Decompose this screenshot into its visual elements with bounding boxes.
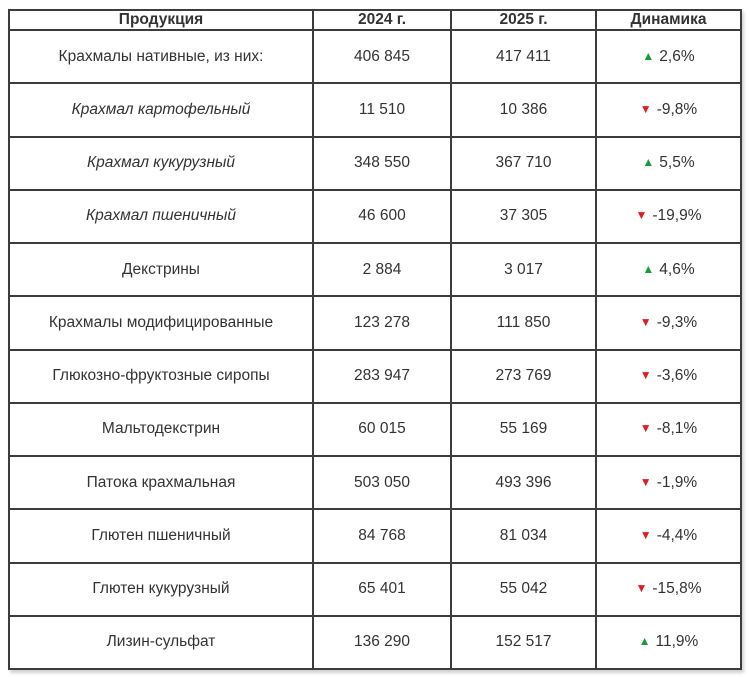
table-row: Крахмалы нативные, из них: 406 845 417 411… [8, 28, 742, 85]
trend-down-icon: ▼ [639, 527, 652, 542]
value-2024-cell: 11 510 [312, 82, 452, 138]
column-header-dynamics: Динамика [595, 9, 742, 31]
product-cell: Глюкозно-фруктозные сиропы [8, 348, 314, 404]
table-row: Крахмал кукурузный 348 550 367 710 ▲ 5,5% [8, 135, 742, 191]
products-table: Продукция 2024 г. 2025 г. Динамика Крахм… [8, 9, 742, 671]
dynamics-value: 5,5% [659, 154, 695, 172]
table-row: Крахмалы модифицированные 123 278 111 850 ▼… [8, 295, 742, 351]
value-2025-cell: 367 710 [450, 135, 597, 191]
table-row: Глютен пшеничный 84 768 81 034 ▼ -4,4% [8, 508, 742, 564]
dynamics-value: 11,9% [655, 633, 699, 651]
dynamics-value: -4,4% [656, 526, 698, 544]
trend-up-icon: ▲ [642, 261, 655, 276]
product-cell: Лизин-сульфат [8, 614, 314, 671]
value-2025-cell: 55 169 [450, 401, 597, 458]
value-2025-cell: 3 017 [450, 241, 597, 298]
product-cell: Мальтодекстрин [8, 401, 314, 458]
value-2025-cell: 55 042 [450, 561, 597, 617]
table-row: Лизин-сульфат 136 290 152 517 ▲ 11,9% [8, 614, 742, 671]
dynamics-value: -15,8% [652, 580, 702, 598]
value-2024-cell: 348 550 [312, 135, 452, 191]
value-2024-cell: 503 050 [312, 454, 452, 511]
dynamics-value: -9,3% [656, 313, 698, 331]
value-2025-cell: 273 769 [450, 348, 597, 404]
table-row: Мальтодекстрин 60 015 55 169 ▼ -8,1% [8, 401, 742, 458]
trend-up-icon: ▲ [642, 155, 655, 170]
value-2025-cell: 81 034 [450, 508, 597, 564]
dynamics-cell: ▼ -9,8% [595, 82, 742, 138]
trend-down-icon: ▼ [635, 581, 648, 596]
header-row: Продукция 2024 г. 2025 г. Динамика [8, 9, 742, 31]
value-2025-cell: 37 305 [450, 188, 597, 245]
value-2024-cell: 2 884 [312, 241, 452, 298]
trend-up-icon: ▲ [638, 634, 651, 649]
table-row: Глютен кукурузный 65 401 55 042 ▼ -15,8% [8, 561, 742, 617]
product-cell: Декстрины [8, 241, 314, 298]
column-header-2024: 2024 г. [312, 9, 452, 31]
dynamics-cell: ▼ -9,3% [595, 295, 742, 351]
product-cell: Глютен пшеничный [8, 508, 314, 564]
dynamics-cell: ▼ -4,4% [595, 508, 742, 564]
value-2025-cell: 152 517 [450, 614, 597, 671]
value-2025-cell: 417 411 [450, 28, 597, 85]
value-2024-cell: 406 845 [312, 28, 452, 85]
value-2025-cell: 111 850 [450, 295, 597, 351]
product-cell: Глютен кукурузный [8, 561, 314, 617]
dynamics-cell: ▼ -8,1% [595, 401, 742, 458]
table-row: Крахмал картофельный 11 510 10 386 ▼ -9,8% [8, 82, 742, 138]
dynamics-value: -19,9% [652, 207, 702, 225]
column-header-2025: 2025 г. [450, 9, 597, 31]
product-cell: Патока крахмальная [8, 454, 314, 511]
dynamics-value: -8,1% [656, 420, 698, 438]
table-row: Патока крахмальная 503 050 493 396 ▼ -1,9% [8, 454, 742, 511]
trend-down-icon: ▼ [639, 314, 652, 329]
value-2025-cell: 10 386 [450, 82, 597, 138]
value-2024-cell: 46 600 [312, 188, 452, 245]
dynamics-cell: ▲ 2,6% [595, 28, 742, 85]
trend-down-icon: ▼ [639, 101, 652, 116]
dynamics-cell: ▲ 11,9% [595, 614, 742, 671]
trend-down-icon: ▼ [635, 208, 648, 223]
table-row: Глюкозно-фруктозные сиропы 283 947 273 769… [8, 348, 742, 404]
value-2024-cell: 123 278 [312, 295, 452, 351]
product-cell: Крахмалы нативные, из них: [8, 28, 314, 85]
product-cell: Крахмал картофельный [8, 82, 314, 138]
value-2024-cell: 84 768 [312, 508, 452, 564]
value-2024-cell: 283 947 [312, 348, 452, 404]
value-2024-cell: 60 015 [312, 401, 452, 458]
dynamics-value: -1,9% [656, 473, 698, 491]
trend-down-icon: ▼ [639, 368, 652, 383]
dynamics-cell: ▼ -1,9% [595, 454, 742, 511]
product-cell: Крахмал пшеничный [8, 188, 314, 245]
value-2025-cell: 493 396 [450, 454, 597, 511]
product-cell: Крахмалы модифицированные [8, 295, 314, 351]
column-header-product: Продукция [8, 9, 314, 31]
dynamics-value: 2,6% [659, 47, 695, 65]
table-row: Крахмал пшеничный 46 600 37 305 ▼ -19,9% [8, 188, 742, 245]
dynamics-cell: ▲ 5,5% [595, 135, 742, 191]
table-row: Декстрины 2 884 3 017 ▲ 4,6% [8, 241, 742, 298]
dynamics-value: -3,6% [656, 367, 698, 385]
value-2024-cell: 136 290 [312, 614, 452, 671]
trend-down-icon: ▼ [639, 474, 652, 489]
dynamics-cell: ▼ -15,8% [595, 561, 742, 617]
trend-up-icon: ▲ [642, 48, 655, 63]
dynamics-cell: ▼ -19,9% [595, 188, 742, 245]
dynamics-value: 4,6% [659, 260, 695, 278]
value-2024-cell: 65 401 [312, 561, 452, 617]
dynamics-cell: ▼ -3,6% [595, 348, 742, 404]
product-cell: Крахмал кукурузный [8, 135, 314, 191]
dynamics-value: -9,8% [656, 100, 698, 118]
trend-down-icon: ▼ [639, 421, 652, 436]
dynamics-cell: ▲ 4,6% [595, 241, 742, 298]
